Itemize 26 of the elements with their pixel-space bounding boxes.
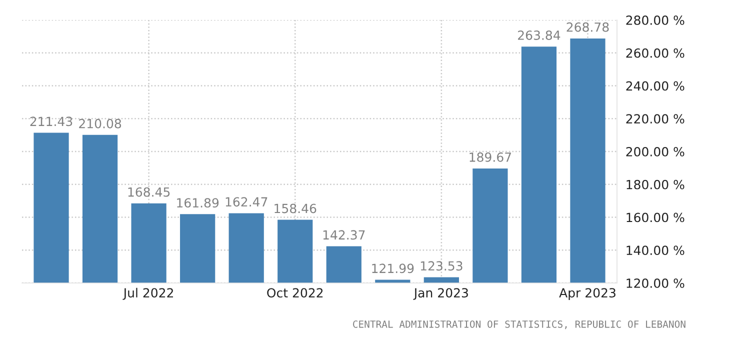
data-label: 162.47 xyxy=(226,197,268,207)
x-tick-label: Oct 2022 xyxy=(267,288,323,298)
text: CENTRAL ADMINISTRATION OF STATISTICS, REPUBLIC OF LEBANON xyxy=(353,320,686,330)
y-tick-label: 240.00 % xyxy=(626,81,684,91)
y-tick-label: 180.00 % xyxy=(626,180,684,190)
data-label: 263.84 xyxy=(518,30,560,40)
data-label: 268.78 xyxy=(566,22,609,32)
data-label: 158.46 xyxy=(274,204,316,214)
x-tick-label: Apr 2023 xyxy=(559,288,616,300)
data-label: 121.99 xyxy=(372,264,414,274)
y-tick-label: 160.00 % xyxy=(626,212,684,222)
y-tick-label: 220.00 % xyxy=(626,114,684,124)
data-label: 189.67 xyxy=(470,152,511,162)
y-tick-label: 120.00 % xyxy=(626,278,684,288)
data-label: 211.43 xyxy=(30,116,72,126)
y-tick-label: 140.00 % xyxy=(626,246,684,256)
data-label: 168.45 xyxy=(128,187,170,197)
y-tick-label: 280.00 % xyxy=(626,15,684,25)
x-tick-label: Jan 2023 xyxy=(413,288,468,300)
data-label: 161.89 xyxy=(177,198,219,208)
data-label: 123.53 xyxy=(420,261,462,271)
x-tick-label: Jul 2022 xyxy=(122,288,173,300)
data-label: 142.37 xyxy=(323,230,365,240)
data-label: 210.08 xyxy=(79,118,122,128)
y-tick-label: 260.00 % xyxy=(626,48,684,58)
y-tick-label: 200.00 % xyxy=(626,146,684,156)
